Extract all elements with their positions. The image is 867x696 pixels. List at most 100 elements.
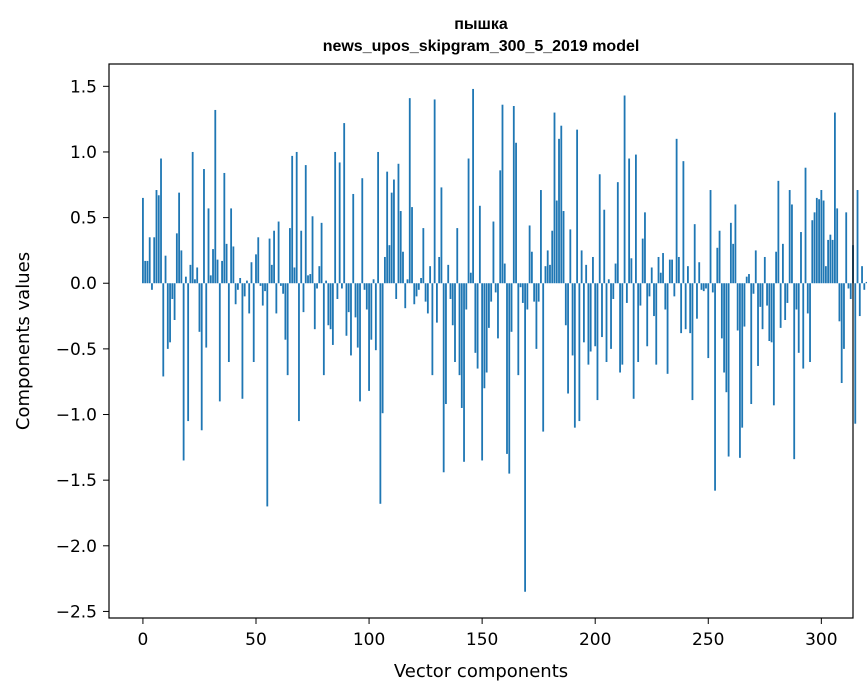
bar-76 [313, 283, 316, 330]
bar-217 [632, 283, 635, 399]
bar-33 [216, 259, 219, 284]
bar-202 [598, 174, 601, 284]
bar-173 [533, 283, 536, 302]
bar-177 [542, 283, 545, 432]
bar-206 [607, 279, 610, 284]
bar-10 [164, 255, 167, 284]
bar-77 [316, 283, 318, 289]
y-tick-label: 0.0 [70, 274, 97, 294]
bar-169 [524, 283, 526, 592]
bar-250 [707, 283, 710, 359]
bar-139 [456, 228, 459, 284]
bar-200 [594, 283, 597, 347]
bar-114 [399, 211, 402, 284]
bar-88 [341, 283, 343, 289]
bar-283 [781, 243, 784, 284]
bar-307 [836, 208, 839, 284]
bar-146 [472, 88, 474, 284]
bar-110 [390, 192, 393, 284]
y-tick-label: −1.0 [56, 406, 97, 426]
bar-221 [641, 238, 644, 284]
bar-222 [644, 212, 646, 284]
bar-209 [614, 263, 617, 284]
bar-261 [732, 243, 735, 284]
bar-304 [829, 234, 832, 284]
bar-117 [406, 279, 409, 284]
bar-193 [578, 283, 581, 422]
bar-13 [171, 283, 174, 299]
bar-100 [368, 283, 370, 391]
bar-214 [625, 283, 628, 303]
bar-92 [350, 283, 352, 356]
bar-160 [503, 263, 506, 284]
bar-120 [413, 283, 416, 305]
bar-63 [284, 283, 287, 340]
bar-138 [454, 283, 456, 363]
bar-68 [295, 151, 298, 284]
bar-291 [800, 232, 802, 284]
bar-275 [763, 256, 766, 284]
bar-143 [465, 283, 468, 310]
bar-296 [811, 220, 814, 284]
bar-220 [639, 283, 642, 306]
bar-48 [250, 262, 253, 284]
x-tick-label: 300 [805, 630, 837, 650]
bar-74 [309, 274, 312, 284]
bar-201 [596, 283, 599, 401]
bar-241 [687, 266, 689, 284]
bar-239 [682, 161, 685, 284]
bar-180 [549, 264, 551, 284]
bar-95 [356, 283, 359, 348]
bar-65 [289, 228, 291, 284]
y-axis-label: Components values [13, 252, 34, 430]
bar-32 [214, 109, 217, 284]
plot-frame [108, 63, 854, 619]
bar-21 [189, 264, 192, 284]
bar-208 [612, 283, 615, 299]
bar-245 [696, 283, 698, 319]
bar-178 [544, 266, 547, 284]
y-tick-label: −2.5 [56, 602, 97, 622]
bar-216 [630, 258, 633, 284]
bar-128 [431, 283, 434, 376]
x-axis-label: Vector components [394, 661, 568, 682]
bar-140 [458, 283, 461, 376]
bar-153 [488, 283, 490, 328]
bar-269 [750, 283, 753, 405]
bar-30 [209, 275, 212, 284]
bar-150 [481, 283, 484, 461]
bar-35 [221, 260, 223, 284]
bar-219 [637, 283, 640, 363]
bar-69 [298, 283, 300, 422]
bar-42 [237, 283, 239, 290]
bar-182 [553, 112, 556, 284]
bar-293 [804, 167, 807, 284]
bar-25 [198, 283, 201, 332]
bar-94 [354, 283, 357, 318]
bar-212 [621, 283, 624, 365]
x-tick-label: 50 [245, 630, 267, 650]
bar-136 [449, 283, 452, 299]
bar-58 [273, 230, 275, 284]
bar-43 [239, 277, 242, 284]
bar-4 [151, 283, 153, 290]
bar-198 [589, 283, 592, 352]
bar-300 [820, 190, 823, 284]
bar-83 [329, 283, 332, 330]
bar-264 [739, 283, 741, 458]
bar-297 [813, 212, 816, 284]
bar-81 [325, 280, 327, 284]
bar-286 [788, 190, 791, 284]
bar-104 [377, 151, 380, 284]
bar-290 [797, 283, 800, 353]
bar-294 [806, 283, 809, 314]
bar-191 [573, 283, 576, 428]
bar-315 [854, 283, 857, 424]
bar-142 [463, 283, 465, 462]
bar-72 [304, 165, 307, 284]
x-tick-label: 200 [579, 630, 611, 650]
bar-122 [417, 283, 420, 290]
bar-305 [831, 239, 834, 284]
bar-75 [311, 216, 314, 284]
bar-45 [243, 283, 246, 297]
